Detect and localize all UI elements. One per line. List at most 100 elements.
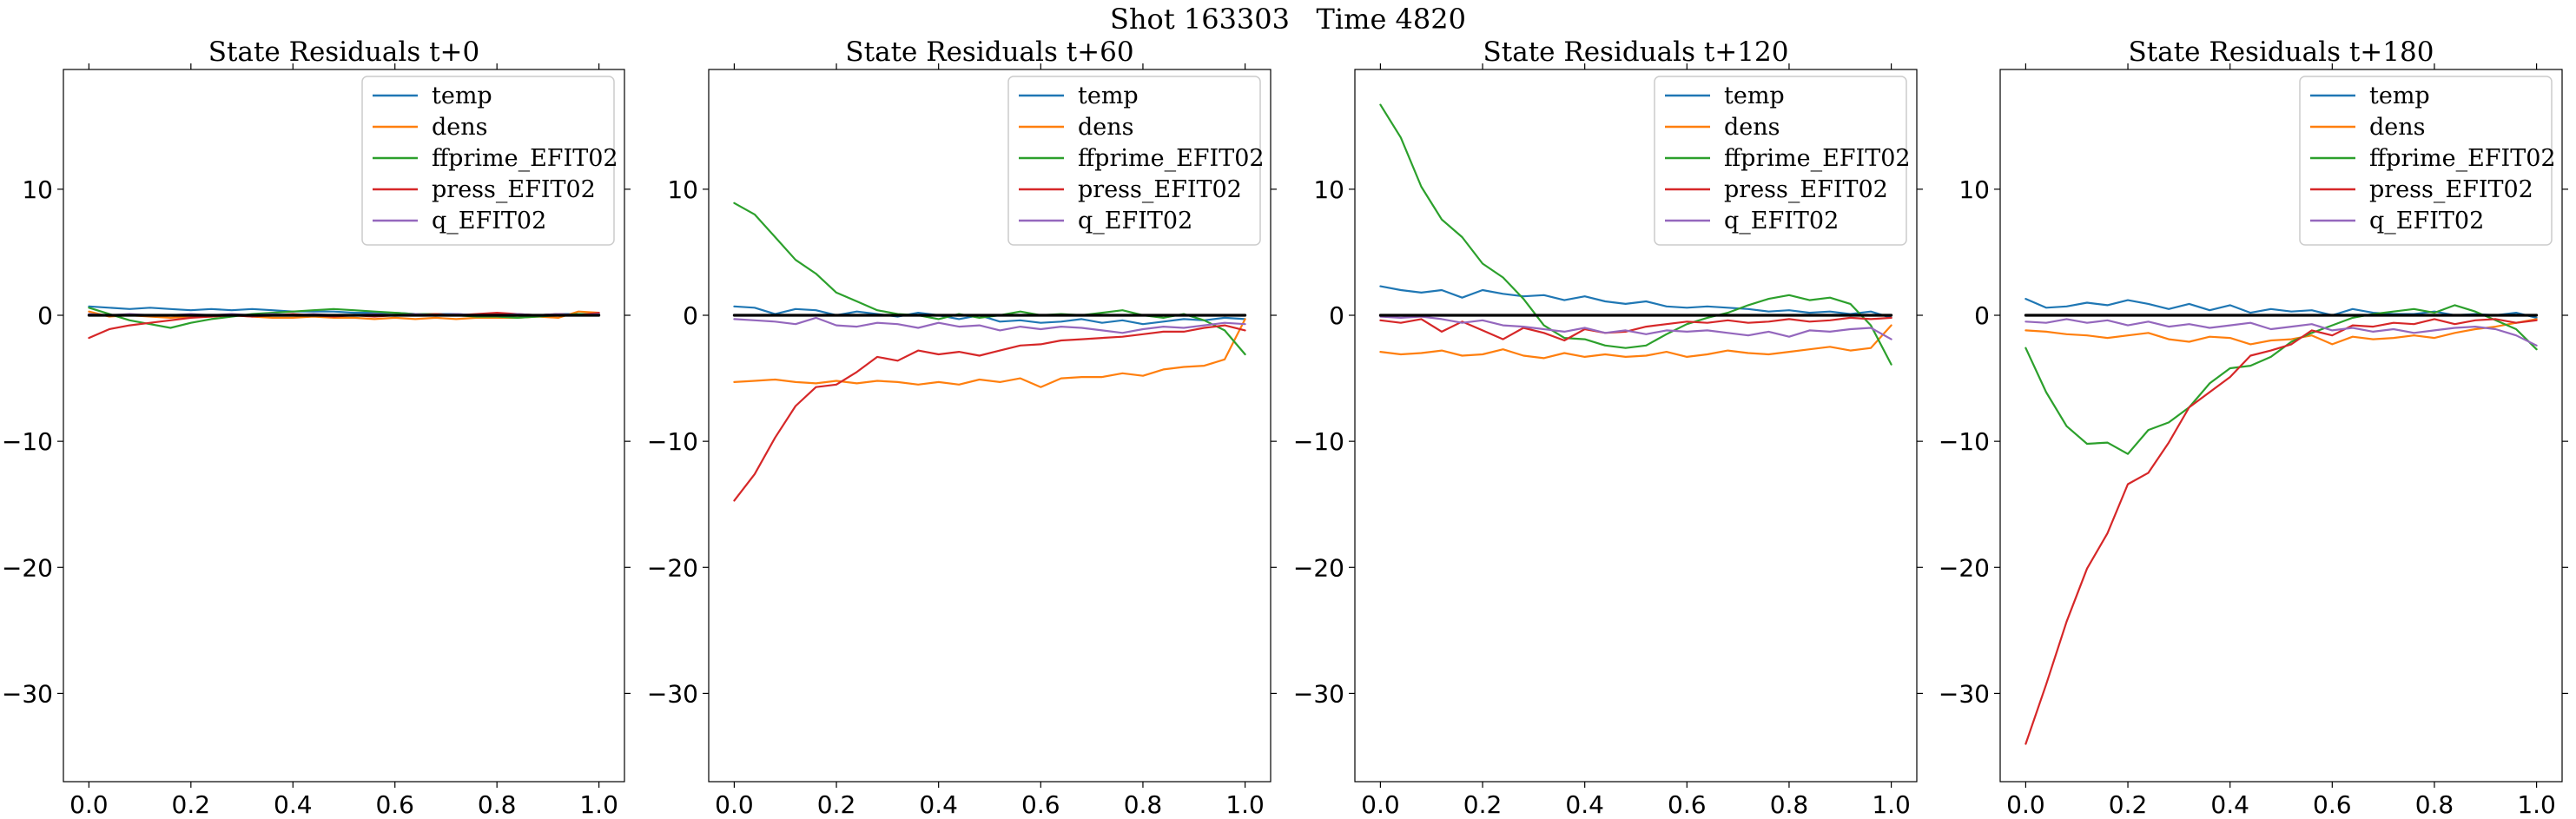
panel-0-legend-label-dens: dens <box>432 114 488 141</box>
panel-1-ytick-label: −30 <box>647 679 698 708</box>
panel-3-ytick-label: −20 <box>1939 553 1990 582</box>
panel-0-xtick-label: 0.0 <box>69 790 109 819</box>
panel-2-legend-label-q-efit02: q_EFIT02 <box>1724 208 1839 234</box>
panel-0-plot-area <box>87 305 601 340</box>
panel-0-xtick-label: 0.8 <box>478 790 517 819</box>
panel-1-xtick-label: 0.2 <box>817 790 856 819</box>
panel-3-legend-label-press-efit02: press_EFIT02 <box>2369 176 2533 203</box>
panel-0-ytick-label: −30 <box>2 679 53 708</box>
panel-2-title: State Residuals t+120 <box>1483 36 1789 68</box>
panel-1-legend-label-temp: temp <box>1078 83 1139 109</box>
panel-2-xtick-label: 0.4 <box>1565 790 1604 819</box>
panel-3-ytick-label: −10 <box>1939 427 1990 456</box>
panel-2-xtick-label: 0.6 <box>1668 790 1707 819</box>
panel-1-ytick-label: 10 <box>667 175 698 204</box>
panel-0-ytick-label: 0 <box>37 301 53 330</box>
panel-0-xtick-label: 0.6 <box>375 790 414 819</box>
panel-3-ytick-label: 10 <box>1958 175 1990 204</box>
panel-2-axes-frame <box>1354 69 1918 783</box>
panel-3-series-ffprime-efit02 <box>2024 304 2538 455</box>
panel-3-legend-label-dens: dens <box>2369 114 2426 141</box>
panel-3-ytick-label: −30 <box>1939 679 1990 708</box>
panel-1-legend-label-press-efit02: press_EFIT02 <box>1078 176 1242 203</box>
panel-3-xtick-label: 0.4 <box>2210 790 2249 819</box>
panel-1-legend: temp dens ffprime_EFIT02 press_EFIT02 q_EFIT… <box>1007 76 1265 246</box>
panel-1-xtick-label: 1.0 <box>1225 790 1265 819</box>
panel-1-ytick-label: −20 <box>647 553 698 582</box>
panel-0-axes-frame <box>63 69 625 783</box>
panel-2-series-dens <box>1379 324 1892 360</box>
panel-1-xtick-label: 0.6 <box>1021 790 1060 819</box>
panel-2-ytick-label: 0 <box>1329 301 1344 330</box>
panel-0-xtick-label: 0.2 <box>172 790 211 819</box>
panel-0-xtick-label: 1.0 <box>579 790 618 819</box>
panel-3-ytick-label: 0 <box>1974 301 1990 330</box>
panel-2-legend-label-temp: temp <box>1724 83 1785 109</box>
panel-0-legend-label-press-efit02: press_EFIT02 <box>432 176 596 203</box>
panel-1-legend-label-ffprime-efit02: ffprime_EFIT02 <box>1078 145 1265 172</box>
panel-3-xtick-label: 1.0 <box>2517 790 2556 819</box>
panel-2-ytick-label: −20 <box>1293 553 1344 582</box>
panel-2-series-ffprime-efit02 <box>1379 103 1892 366</box>
panel-1-series-q-efit02 <box>733 316 1246 334</box>
panel-1-legend-box <box>1007 76 1261 246</box>
panel-2-legend-label-press-efit02: press_EFIT02 <box>1724 176 1888 203</box>
panel-1-axes-frame <box>708 69 1271 783</box>
panel-1-ytick-label: 0 <box>683 301 698 330</box>
panel-0-xtick-label: 0.4 <box>274 790 313 819</box>
panel-1-ytick-label: −10 <box>647 427 698 456</box>
panel-0-legend-label-q-efit02: q_EFIT02 <box>432 208 546 234</box>
panel-3-legend-box <box>2299 76 2553 246</box>
panel-0-legend: temp dens ffprime_EFIT02 press_EFIT02 q_EFIT… <box>361 76 618 246</box>
panel-2-xtick-label: 1.0 <box>1872 790 1911 819</box>
panel-3-series-press-efit02 <box>2024 318 2538 745</box>
panel-3-xtick-label: 0.8 <box>2415 790 2454 819</box>
panel-0: State Residuals t+0 0.0 0.2 0.4 0.6 0.8 1.0 −30… <box>2 36 631 819</box>
panel-1-xtick-label: 0.8 <box>1124 790 1163 819</box>
panel-0-series-ffprime-efit02 <box>88 307 600 329</box>
figure-suptitle: Shot 163303 Time 4820 <box>1110 3 1466 36</box>
panel-2-ytick-label: −30 <box>1293 679 1344 708</box>
panel-0-ytick-label: −10 <box>2 427 53 456</box>
panel-2-legend-label-dens: dens <box>1724 114 1780 141</box>
panel-0-legend-label-temp: temp <box>432 83 492 109</box>
panel-1: State Residuals t+60 0.0 0.2 0.4 0.6 0.8 1.0 −3… <box>647 36 1277 819</box>
panel-0-ytick-label: 10 <box>22 175 53 204</box>
panel-0-ytick-label: −20 <box>2 553 53 582</box>
panel-3-legend-label-ffprime-efit02: ffprime_EFIT02 <box>2369 145 2556 172</box>
panel-2-legend-box <box>1654 76 1907 246</box>
panel-1-title: State Residuals t+60 <box>845 36 1133 68</box>
panel-2: State Residuals t+120 0.0 0.2 0.4 0.6 0.8 1.0 −… <box>1293 36 1923 819</box>
panel-1-plot-area <box>732 201 1247 502</box>
panel-2-series-q-efit02 <box>1379 315 1892 340</box>
panel-1-xtick-label: 0.0 <box>715 790 754 819</box>
panel-2-ytick-label: −10 <box>1293 427 1344 456</box>
panel-3-title: State Residuals t+180 <box>2129 36 2434 68</box>
panel-1-series-press-efit02 <box>733 324 1246 502</box>
panel-2-xtick-label: 0.8 <box>1770 790 1809 819</box>
panel-2-xtick-label: 0.0 <box>1361 790 1400 819</box>
panel-1-series-dens <box>733 318 1246 388</box>
panel-0-legend-box <box>361 76 615 246</box>
panel-3-xtick-label: 0.2 <box>2109 790 2148 819</box>
panel-0-title: State Residuals t+0 <box>208 36 479 68</box>
panel-3-series-dens <box>2024 318 2538 346</box>
panel-2-series-temp <box>1379 285 1892 319</box>
panel-3-legend-label-temp: temp <box>2369 83 2430 109</box>
panel-0-legend-label-ffprime-efit02: ffprime_EFIT02 <box>432 145 618 172</box>
panel-1-legend-label-q-efit02: q_EFIT02 <box>1078 208 1192 234</box>
panel-3-xtick-label: 0.0 <box>2006 790 2045 819</box>
panel-3-plot-area <box>2024 298 2539 745</box>
panel-3-axes-frame <box>1999 69 2563 783</box>
panel-3-series-q-efit02 <box>2024 318 2538 347</box>
panel-2-xtick-label: 0.2 <box>1463 790 1503 819</box>
panel-2-legend: temp dens ffprime_EFIT02 press_EFIT02 q_EFIT… <box>1654 76 1911 246</box>
panel-2-ytick-label: 10 <box>1313 175 1344 204</box>
panel-2-plot-area <box>1378 103 1893 366</box>
panel-3-legend-label-q-efit02: q_EFIT02 <box>2369 208 2484 234</box>
panel-1-legend-label-dens: dens <box>1078 114 1134 141</box>
panel-2-legend-label-ffprime-efit02: ffprime_EFIT02 <box>1724 145 1911 172</box>
panel-1-xtick-label: 0.4 <box>919 790 958 819</box>
panel-3: State Residuals t+180 0.0 0.2 0.4 0.6 0.8 1.0 −… <box>1939 36 2568 819</box>
